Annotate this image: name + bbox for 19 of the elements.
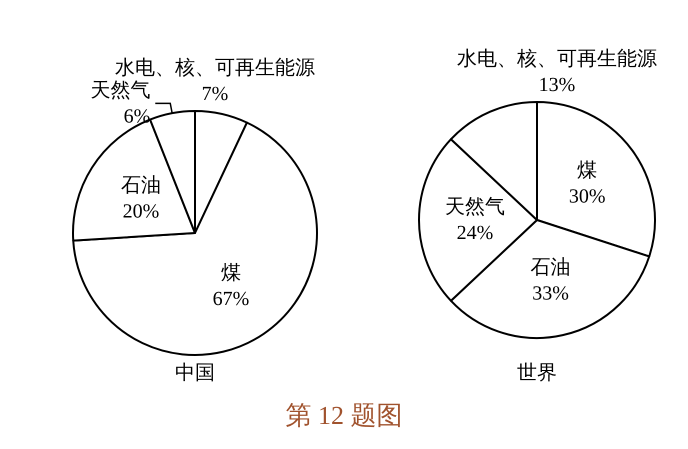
data-label: 6% [124, 105, 150, 128]
data-label: 7% [202, 83, 228, 105]
text: 中国 [175, 362, 215, 384]
data-label: 33% [532, 282, 569, 305]
slice-label: 石油 [120, 174, 161, 197]
slice-label: 水电、核、可再生能源 [457, 48, 657, 70]
slice-label: 天然气 [90, 79, 150, 102]
data-label: 30% [568, 186, 606, 208]
data-label: 67% [212, 288, 250, 310]
slice-label: 天然气 [445, 196, 505, 218]
slice-label: 水电、核、可再生能源 [115, 57, 315, 79]
text: 第 12 题图 [284, 400, 404, 432]
data-label: 24% [456, 222, 494, 244]
slice-label: 煤 [577, 160, 598, 182]
slice-label: 石油 [530, 256, 571, 279]
slice-label: 煤 [220, 262, 241, 284]
text: 世界 [517, 362, 557, 384]
data-label: 13% [538, 74, 576, 96]
data-label: 20% [122, 200, 160, 223]
